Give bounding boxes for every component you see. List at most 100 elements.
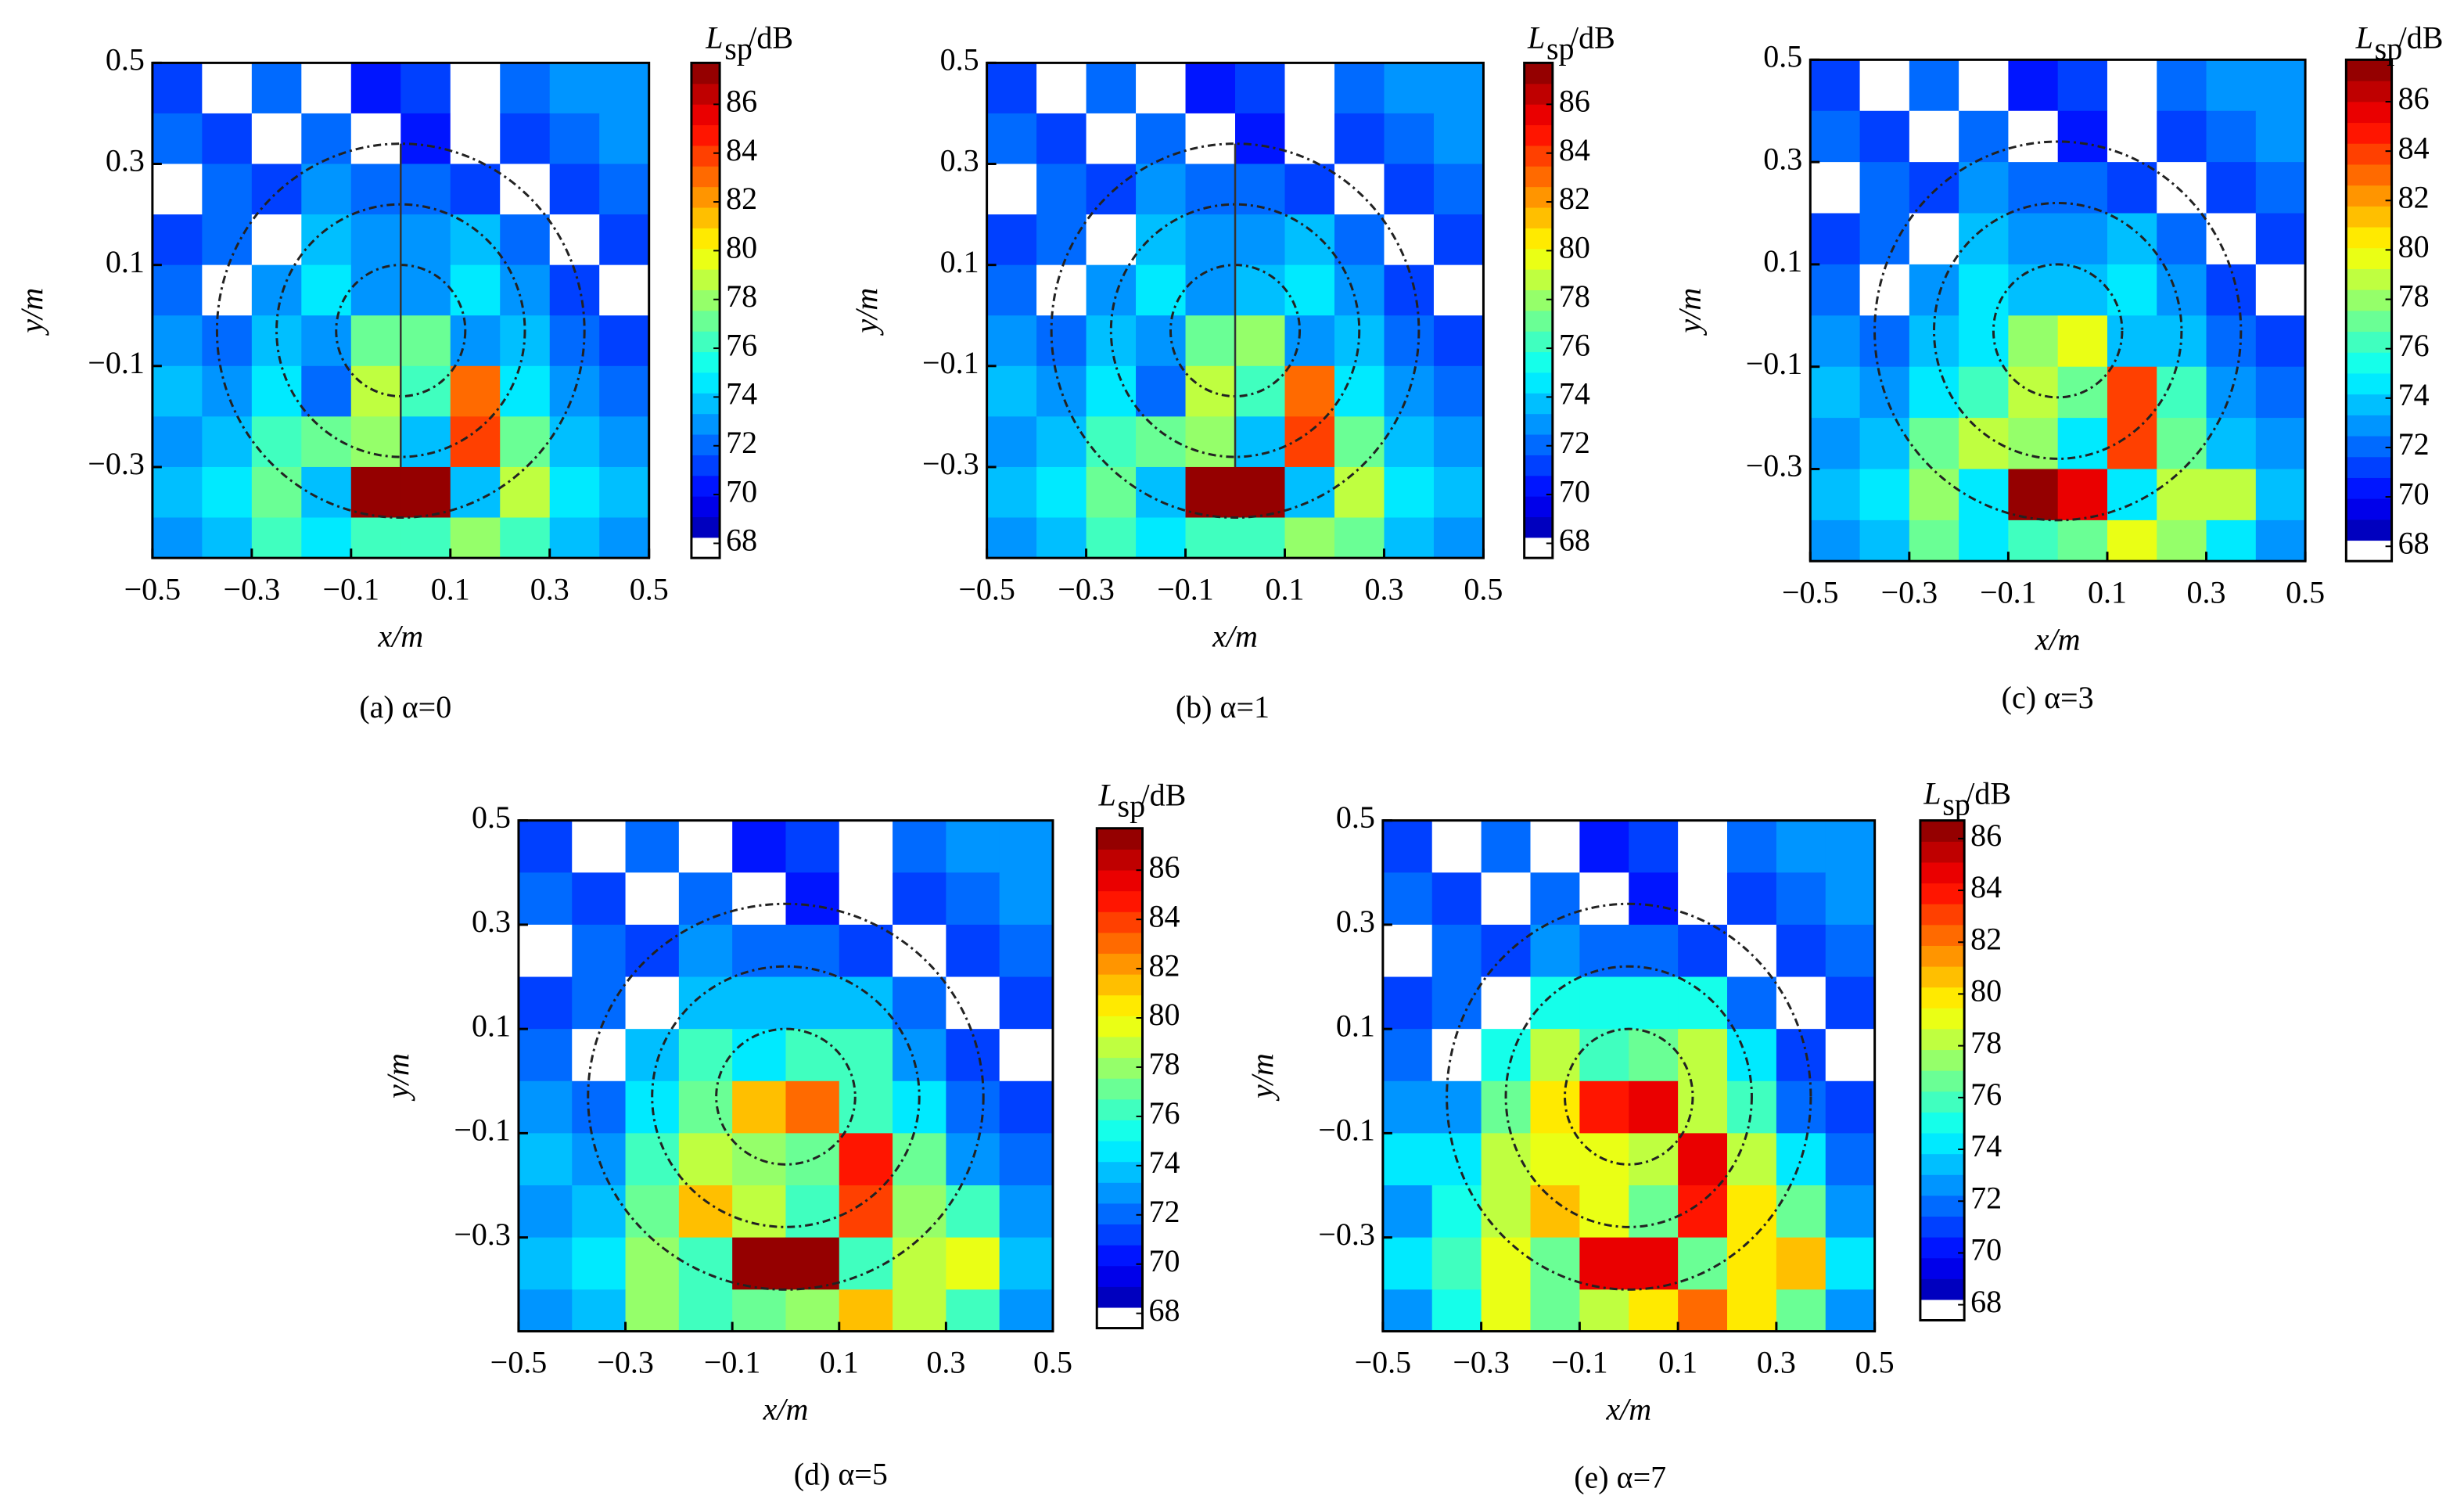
heatmap-cell xyxy=(732,872,786,926)
colorbar-tick-label: 72 xyxy=(1559,425,1590,460)
heatmap-cell xyxy=(1185,264,1236,316)
heatmap-cell xyxy=(1959,366,2009,419)
heatmap-cell xyxy=(152,63,203,114)
heatmap-cell xyxy=(1678,1289,1728,1332)
colorbar-label-symbol: L xyxy=(1098,778,1116,813)
colorbar-tick-label: 76 xyxy=(1970,1077,2002,1112)
heatmap-cell xyxy=(1859,59,1910,112)
heatmap-cell xyxy=(350,214,401,266)
heatmap-cell xyxy=(1384,315,1435,367)
heatmap-cell xyxy=(732,1029,786,1082)
heatmap-cell xyxy=(1284,113,1335,165)
heatmap-cell xyxy=(678,1133,733,1186)
colorbar-segment xyxy=(1524,207,1553,228)
colorbar-tick-label: 68 xyxy=(1970,1284,2002,1319)
colorbar-segment xyxy=(1524,310,1553,332)
colorbar-segment xyxy=(1524,393,1553,415)
heatmap-cell xyxy=(1136,113,1187,165)
heatmap-cell xyxy=(1086,264,1137,316)
colorbar-label-subscript: sp xyxy=(1942,787,1970,822)
colorbar-tick-label: 84 xyxy=(726,132,757,167)
heatmap-cell xyxy=(946,1185,1000,1239)
heatmap-cell xyxy=(785,1289,840,1332)
heatmap-cell xyxy=(1382,1289,1433,1332)
heatmap-cell xyxy=(1810,110,1861,163)
colorbar-label-subscript: sp xyxy=(1546,31,1575,66)
heatmap-cell xyxy=(1579,820,1629,873)
colorbar-tick-label: 68 xyxy=(726,523,757,558)
colorbar-tick-label: 84 xyxy=(1970,869,2002,904)
heatmap-cell xyxy=(1959,469,2009,521)
y-tick-label: 0.3 xyxy=(940,143,979,178)
heatmap-cell xyxy=(1334,416,1385,468)
heatmap-cell xyxy=(1284,315,1335,367)
heatmap-cell xyxy=(1036,164,1087,215)
heatmap-cell xyxy=(152,466,203,519)
guide-circle xyxy=(1873,140,2243,522)
heatmap-cell xyxy=(2057,520,2108,562)
heatmap-cell xyxy=(301,113,352,165)
heatmap-cell xyxy=(400,416,451,468)
heatmap-cell xyxy=(518,1185,573,1239)
colorbar-label-unit: /dB xyxy=(748,20,793,55)
heatmap-cell xyxy=(2255,110,2306,163)
y-tick-label: −0.3 xyxy=(454,1217,511,1252)
colorbar-segment xyxy=(691,248,720,270)
heatmap-cell xyxy=(732,1080,786,1134)
heatmap-cell xyxy=(732,1133,786,1186)
heatmap-cell xyxy=(400,113,451,165)
heatmap-cell xyxy=(1810,366,1861,419)
heatmap-cell xyxy=(1384,466,1435,519)
heatmap-cell xyxy=(2057,469,2108,521)
heatmap-cell xyxy=(732,820,786,873)
heatmap-cell xyxy=(599,214,649,266)
colorbar-segment xyxy=(1524,63,1553,84)
heatmap-cell xyxy=(1284,517,1335,559)
heatmap-cell xyxy=(1086,416,1137,468)
heatmap xyxy=(1382,820,1875,1332)
colorbar-segment xyxy=(1524,475,1553,497)
colorbar-segment xyxy=(691,372,720,394)
y-tick-label: 0.3 xyxy=(106,143,145,178)
heatmap-cell xyxy=(2157,110,2207,163)
x-tick-label: 0.5 xyxy=(630,571,669,606)
colorbar-tick-label: 86 xyxy=(1148,849,1180,884)
heatmap-cell xyxy=(1235,315,1285,367)
heatmap-cell xyxy=(893,1185,946,1239)
y-tick-label: 0.5 xyxy=(472,800,511,835)
heatmap-cell xyxy=(1481,1080,1531,1134)
heatmap-cell xyxy=(999,1080,1053,1134)
heatmap-cell xyxy=(1235,466,1285,519)
colorbar-segment xyxy=(1920,1195,1965,1217)
x-tick-label: 0.1 xyxy=(2088,574,2127,609)
heatmap-cell xyxy=(1678,1133,1728,1186)
x-tick-label: 0.3 xyxy=(1364,571,1403,606)
heatmap-cell xyxy=(986,164,1037,215)
heatmap-cell xyxy=(202,365,253,417)
colorbar-segment xyxy=(1097,1161,1143,1183)
heatmap-cell xyxy=(599,315,649,367)
heatmap-cell xyxy=(1909,469,1959,521)
heatmap-cell xyxy=(549,466,600,519)
colorbar-frame xyxy=(1523,61,1554,559)
colorbar-segment xyxy=(1920,904,1965,926)
colorbar-segment xyxy=(2346,415,2392,437)
colorbar-segment xyxy=(1920,965,1965,988)
heatmap-cell xyxy=(350,315,401,367)
heatmap-cell xyxy=(549,315,600,367)
heatmap-cell xyxy=(202,264,253,316)
colorbar-frame xyxy=(690,61,721,559)
heatmap-cell xyxy=(572,1133,627,1186)
heatmap-cell xyxy=(732,1237,786,1290)
heatmap-cell xyxy=(1185,517,1236,559)
heatmap-cell xyxy=(1530,820,1580,873)
heatmap-cell xyxy=(2157,315,2207,368)
y-tick-label: −0.3 xyxy=(1746,448,1803,484)
colorbar-segment xyxy=(1097,953,1143,975)
heatmap-cell xyxy=(1481,1289,1531,1332)
heatmap-cell xyxy=(1579,1185,1629,1239)
heatmap-cell xyxy=(1810,469,1861,521)
heatmap-cell xyxy=(1810,520,1861,562)
heatmap-cell xyxy=(1678,976,1728,1030)
heatmap-cell xyxy=(1629,1185,1679,1239)
